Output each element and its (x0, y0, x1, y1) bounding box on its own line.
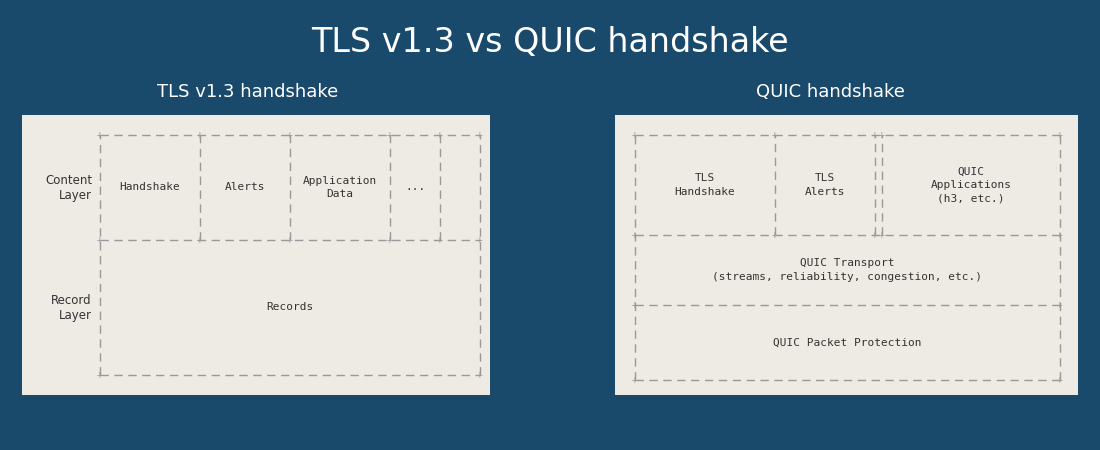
FancyBboxPatch shape (615, 115, 1078, 395)
Text: +: + (387, 130, 393, 140)
Text: +: + (872, 130, 878, 140)
Text: +: + (632, 300, 638, 310)
Text: TLS
Alerts: TLS Alerts (805, 173, 845, 197)
Text: +: + (97, 235, 103, 245)
Text: +: + (632, 130, 638, 140)
Text: QUIC handshake: QUIC handshake (756, 83, 904, 101)
Text: +: + (879, 130, 884, 140)
Text: Alerts: Alerts (224, 183, 265, 193)
Text: Records: Records (266, 302, 314, 312)
Text: +: + (1057, 130, 1063, 140)
Text: Record
Layer: Record Layer (52, 293, 92, 321)
FancyBboxPatch shape (22, 115, 490, 395)
Text: +: + (287, 130, 293, 140)
Text: +: + (879, 230, 884, 240)
Text: Content
Layer: Content Layer (45, 174, 92, 202)
Text: +: + (477, 130, 483, 140)
Text: TLS
Handshake: TLS Handshake (674, 173, 736, 197)
Text: +: + (97, 370, 103, 380)
Text: +: + (437, 130, 443, 140)
Text: QUIC
Applications
(h3, etc.): QUIC Applications (h3, etc.) (931, 167, 1012, 203)
Text: +: + (632, 230, 638, 240)
Text: +: + (437, 235, 443, 245)
Text: +: + (387, 235, 393, 245)
Text: +: + (632, 375, 638, 385)
Text: Handshake: Handshake (120, 183, 180, 193)
Text: TLS v1.3 handshake: TLS v1.3 handshake (157, 83, 339, 101)
Text: +: + (772, 130, 778, 140)
Text: +: + (1057, 300, 1063, 310)
Text: +: + (872, 230, 878, 240)
Text: +: + (772, 230, 778, 240)
Text: QUIC Transport
(streams, reliability, congestion, etc.): QUIC Transport (streams, reliability, co… (713, 258, 982, 282)
Text: +: + (197, 235, 202, 245)
Text: +: + (287, 235, 293, 245)
Text: +: + (477, 235, 483, 245)
Text: QUIC Packet Protection: QUIC Packet Protection (773, 338, 922, 347)
Text: +: + (97, 130, 103, 140)
Text: TLS v1.3 vs QUIC handshake: TLS v1.3 vs QUIC handshake (311, 26, 789, 58)
Text: +: + (477, 370, 483, 380)
Text: ...: ... (405, 183, 425, 193)
Text: Application
Data: Application Data (302, 176, 377, 199)
Text: +: + (197, 130, 202, 140)
Text: +: + (1057, 230, 1063, 240)
Text: +: + (1057, 375, 1063, 385)
